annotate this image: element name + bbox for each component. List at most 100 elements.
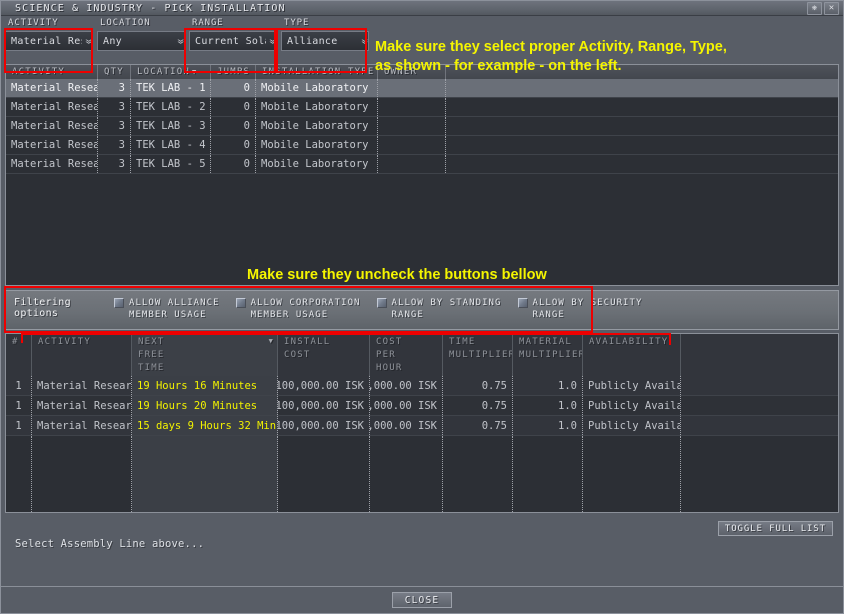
cell-location: TEK LAB - 2 xyxy=(131,98,211,116)
annotation-middle: Make sure they uncheck the buttons bello… xyxy=(247,267,547,283)
checkbox-allow-by-standing-range[interactable]: ALLOW BY STANDING RANGE xyxy=(376,297,502,321)
toggle-full-list-button[interactable]: TOGGLE FULL LIST xyxy=(717,521,833,536)
cell-jumps: 0 xyxy=(211,98,256,116)
col-header-activity[interactable]: ACTIVITY xyxy=(32,334,132,376)
checkbox-icon xyxy=(114,298,124,308)
col-header-jumps[interactable]: JUMPS xyxy=(211,65,256,79)
empty-cell xyxy=(513,436,583,512)
empty-cell xyxy=(681,436,838,512)
col-header-owner[interactable]: OWNER xyxy=(378,65,446,79)
cell-location: TEK LAB - 4 xyxy=(131,136,211,154)
status-text: Select Assembly Line above... xyxy=(15,538,205,550)
close-button[interactable]: CLOSE xyxy=(391,592,453,608)
col-header-availability-label: AVAILABILITY xyxy=(589,337,669,347)
col-header-material-multiplier[interactable]: MATERIAL MULTIPLIER xyxy=(513,334,583,376)
chevron-down-icon: » xyxy=(355,38,372,44)
col-header-next-free-time-line1: NEXT xyxy=(138,337,165,347)
checkbox-label-line1: ALLOW CORPORATION xyxy=(250,298,361,308)
location-dropdown[interactable]: Any » xyxy=(97,31,187,51)
cell-activity: Material Research xyxy=(6,98,98,116)
filter-label-range: RANGE xyxy=(192,18,224,28)
col-header-install-cost[interactable]: INSTALL COST xyxy=(278,334,370,376)
cell-installation-type: Mobile Laboratory xyxy=(256,98,378,116)
type-dropdown-value: Alliance xyxy=(287,35,338,47)
checkbox-label: ALLOW ALLIANCE MEMBER USAGE xyxy=(129,297,220,321)
checkbox-allow-corporation-member-usage[interactable]: ALLOW CORPORATION MEMBER USAGE xyxy=(235,297,361,321)
col-header-spacer xyxy=(681,334,838,376)
cell-owner xyxy=(378,117,446,135)
checkbox-allow-by-security-range[interactable]: ALLOW BY SECURITY RANGE xyxy=(517,297,643,321)
checkbox-allow-alliance-member-usage[interactable]: ALLOW ALLIANCE MEMBER USAGE xyxy=(114,297,220,321)
annotation-top: Make sure they select proper Activity, R… xyxy=(375,38,727,76)
empty-cell xyxy=(278,436,370,512)
checkbox-label-line2: RANGE xyxy=(532,310,565,320)
cell-qty: 3 xyxy=(98,79,131,97)
cell-availability: Publicly Available xyxy=(583,396,681,415)
col-header-location[interactable]: LOCATION ▼ xyxy=(131,65,211,79)
cell-owner xyxy=(378,136,446,154)
checkbox-label-line1: ALLOW BY SECURITY xyxy=(532,298,643,308)
assembly-lines-table-header: # ACTIVITY NEXT FREE TIME ▼ INSTALL COST… xyxy=(6,334,838,376)
cell-material-multiplier: 1.0 xyxy=(513,396,583,415)
col-header-cost-per-hour[interactable]: COST PER HOUR xyxy=(370,334,443,376)
filter-group-range: RANGE Current Solars » xyxy=(189,16,279,64)
checkbox-label: ALLOW CORPORATION MEMBER USAGE xyxy=(251,297,361,321)
activity-dropdown-value: Material Resea xyxy=(11,35,82,47)
col-header-activity[interactable]: ACTIVITY xyxy=(6,65,98,79)
col-header-installation-type[interactable]: INSTALLATION TYPE xyxy=(256,65,378,79)
close-icon[interactable]: ✕ xyxy=(824,2,839,15)
cell-availability: Publicly Available xyxy=(583,376,681,395)
checkbox-label-line1: ALLOW BY STANDING xyxy=(391,298,502,308)
cell-location: TEK LAB - 5 xyxy=(131,155,211,173)
window-footer: CLOSE xyxy=(1,586,843,613)
cell-activity: Material Research xyxy=(6,117,98,135)
type-dropdown[interactable]: Alliance » xyxy=(281,31,372,51)
col-header-cost-per-hour-line1: COST xyxy=(376,337,403,347)
activity-dropdown[interactable]: Material Resea » xyxy=(5,31,96,51)
cell-spacer xyxy=(681,396,838,415)
cell-spacer xyxy=(446,155,838,173)
col-header-next-free-time[interactable]: NEXT FREE TIME ▼ xyxy=(132,334,278,376)
col-header-availability[interactable]: AVAILABILITY xyxy=(583,334,681,376)
cell-spacer xyxy=(446,136,838,154)
sort-desc-icon: ▼ xyxy=(191,68,198,76)
window-title: SCIENCE & INDUSTRY - PICK INSTALLATION xyxy=(15,2,286,14)
cell-activity: Material Research xyxy=(32,396,132,415)
cell-install-cost: 100,000.00 ISK xyxy=(278,396,370,415)
empty-cell xyxy=(443,436,513,512)
sort-desc-icon: ▼ xyxy=(268,337,274,345)
col-header-install-cost-line1: INSTALL xyxy=(284,337,331,347)
col-header-qty[interactable]: QTY xyxy=(98,65,131,79)
checkbox-icon xyxy=(376,298,387,308)
range-dropdown[interactable]: Current Solars » xyxy=(189,31,279,51)
cell-installation-type: Mobile Laboratory xyxy=(256,79,378,97)
cell-spacer xyxy=(446,117,838,135)
filter-group-activity: ACTIVITY Material Resea » xyxy=(5,16,96,64)
cell-owner xyxy=(378,155,446,173)
cell-activity: Material Research xyxy=(32,376,132,395)
window-titlebar: SCIENCE & INDUSTRY - PICK INSTALLATION ❋… xyxy=(1,1,843,16)
col-header-index[interactable]: # xyxy=(6,334,32,376)
cell-cost-per-hour: 5,000.00 ISK xyxy=(370,376,443,395)
table-empty-area xyxy=(6,436,838,512)
cell-next-free-time: 19 Hours 16 Minutes xyxy=(132,376,278,395)
cell-qty: 3 xyxy=(98,117,131,135)
col-header-cost-per-hour-line2: PER xyxy=(376,350,396,360)
filter-label-type: TYPE xyxy=(284,18,310,28)
chevron-down-icon: » xyxy=(79,38,96,44)
empty-cell xyxy=(6,436,32,512)
cell-index: 1 xyxy=(6,396,32,415)
col-header-time-multiplier[interactable]: TIME MULTIPLIER xyxy=(443,334,513,376)
col-header-jumps-label: JUMPS xyxy=(217,67,251,77)
pin-icon[interactable]: ❋ xyxy=(807,2,822,15)
cell-cost-per-hour: 5,000.00 ISK xyxy=(370,416,443,435)
